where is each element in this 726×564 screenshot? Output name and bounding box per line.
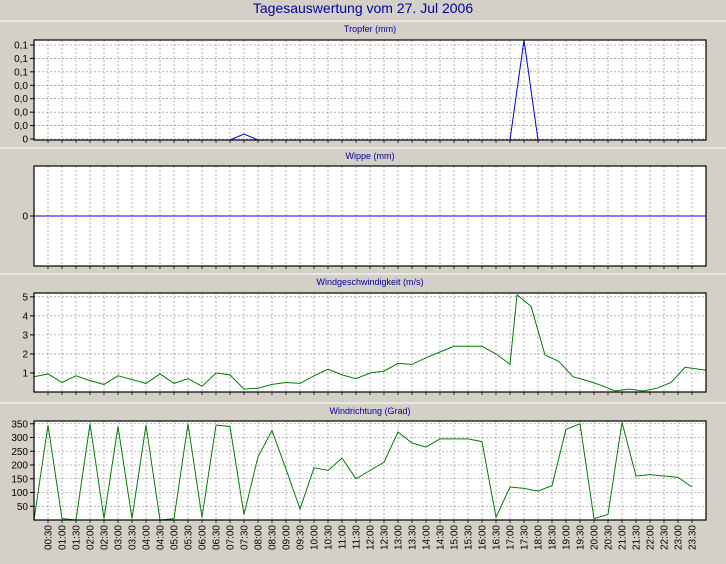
y-tick-label: 0 <box>22 135 28 146</box>
x-tick-label: 05:30 <box>184 525 195 550</box>
chart-panel-1: Tropfer (mm) 0,1 0,1 0,1 0,0 0,0 0,0 0,0 0 <box>0 20 726 146</box>
x-tick-label: 01:00 <box>58 525 69 550</box>
x-tick-label: 09:00 <box>282 525 293 550</box>
x-tick-label: 21:00 <box>618 525 629 550</box>
y-tick-label: 0,0 <box>14 94 28 105</box>
x-tick-label: 19:00 <box>562 525 573 550</box>
x-tick-label: 19:30 <box>576 525 587 550</box>
series-line-1 <box>33 422 693 521</box>
y-tick-label: 1 <box>22 368 28 379</box>
y-tick-label: 200 <box>11 461 28 472</box>
x-tick-label: 12:00 <box>366 525 377 550</box>
y-tick-label: 350 <box>11 419 28 430</box>
x-tick-label: 01:30 <box>72 525 83 550</box>
x-tick-label: 05:00 <box>170 525 181 550</box>
y-tick-label: 50 <box>17 502 29 513</box>
x-tick-label: 13:30 <box>408 525 419 550</box>
x-tick-label: 18:00 <box>534 525 545 550</box>
y-tick-label: 5 <box>22 292 28 303</box>
x-tick-label: 20:30 <box>604 525 615 550</box>
chart-title: Windgeschwindigkeit (m/s) <box>316 277 423 287</box>
x-tick-label: 07:00 <box>226 525 237 550</box>
x-tick-label: 04:00 <box>142 525 153 550</box>
x-tick-label: 11:30 <box>352 525 363 550</box>
x-tick-label: 17:00 <box>506 525 517 550</box>
y-tick-label: 2 <box>22 349 28 360</box>
x-tick-label: 12:30 <box>380 525 391 550</box>
x-tick-label: 13:00 <box>394 525 405 550</box>
x-tick-label: 16:00 <box>478 525 489 550</box>
y-tick-label: 100 <box>11 488 28 499</box>
y-tick-label: 0,1 <box>14 54 28 65</box>
y-tick-label: 4 <box>22 311 28 322</box>
x-tick-label: 23:00 <box>674 525 685 550</box>
x-tick-label: 02:30 <box>100 525 111 550</box>
x-tick-label: 09:30 <box>296 525 307 550</box>
x-tick-label: 22:00 <box>646 525 657 550</box>
y-tick-label: 0 <box>22 212 28 223</box>
y-tick-label: 0,0 <box>14 121 28 132</box>
x-tick-label: 17:30 <box>520 525 531 550</box>
x-tick-label: 07:30 <box>240 525 251 550</box>
x-tick-label: 21:30 <box>632 525 643 550</box>
x-tick-label: 08:00 <box>254 525 265 550</box>
x-tick-label: 03:00 <box>114 525 125 550</box>
y-tick-label: 150 <box>11 474 28 485</box>
chart-title: Tropfer (mm) <box>344 24 396 34</box>
x-tick-label: 10:00 <box>310 525 321 550</box>
x-tick-label: 03:30 <box>128 525 139 550</box>
x-tick-label: 06:00 <box>198 525 209 550</box>
x-tick-label: 18:30 <box>548 525 559 550</box>
chart-title: Windrichtung (Grad) <box>329 406 410 416</box>
x-tick-label: 15:30 <box>464 525 475 550</box>
x-tick-label: 16:30 <box>492 525 503 550</box>
x-tick-label: 14:00 <box>422 525 433 550</box>
chart-panel-3: Windgeschwindigkeit (m/s) 5 4 3 2 1 <box>0 273 726 395</box>
chart-panel-2: Wippe (mm) 0 <box>0 147 726 269</box>
x-tick-label: 15:00 <box>450 525 461 550</box>
x-tick-label: 00:30 <box>44 525 55 550</box>
x-tick-label: 08:30 <box>268 525 279 550</box>
x-tick-label: 04:30 <box>156 525 167 550</box>
x-tick-label: 06:30 <box>212 525 223 550</box>
x-tick-label: 11:00 <box>338 525 349 550</box>
series-line-1 <box>33 293 706 392</box>
x-tick-label: 10:30 <box>324 525 335 550</box>
x-tick-label: 14:30 <box>436 525 447 550</box>
y-tick-label: 0,1 <box>14 41 28 52</box>
y-tick-label: 0,0 <box>14 108 28 119</box>
y-tick-label: 0,1 <box>14 67 28 78</box>
x-tick-label: 22:30 <box>660 525 671 550</box>
x-tick-label: 23:30 <box>688 525 699 550</box>
chart-title: Wippe (mm) <box>346 151 395 161</box>
y-tick-label: 250 <box>11 447 28 458</box>
y-tick-label: 300 <box>11 433 28 444</box>
chart-panel-4: Windrichtung (Grad) 350 300 250 200 150 100 50 0… <box>0 402 726 550</box>
x-tick-label: 02:00 <box>86 525 97 550</box>
y-tick-label: 3 <box>22 330 28 341</box>
page-title: Tagesauswertung vom 27. Jul 2006 <box>252 0 474 16</box>
x-tick-label: 20:00 <box>590 525 601 550</box>
y-tick-label: 0,0 <box>14 81 28 92</box>
